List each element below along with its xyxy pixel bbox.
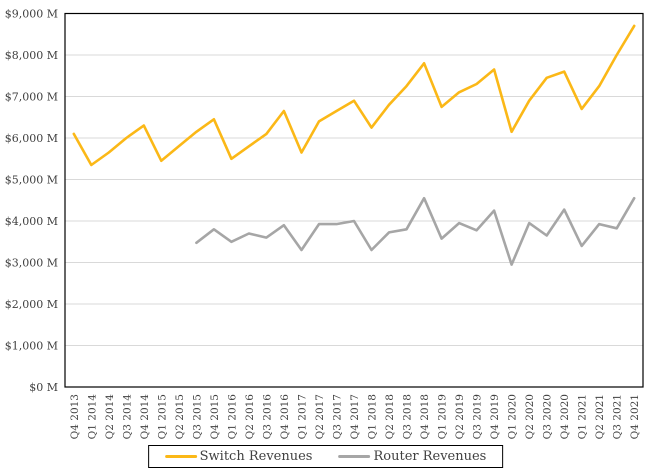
- x-tick-label: Q1 2021: [577, 394, 589, 439]
- x-tick-label: Q2 2021: [594, 394, 606, 439]
- y-tick-label: $7,000 M: [5, 91, 58, 104]
- x-tick-label: Q4 2014: [139, 394, 151, 440]
- x-tick-label: Q4 2020: [559, 394, 571, 439]
- x-tick-label: Q1 2014: [86, 394, 98, 440]
- y-tick-label: $4,000 M: [5, 215, 58, 228]
- y-tick-label: $1,000 M: [5, 340, 58, 353]
- x-tick-label: Q4 2015: [209, 394, 221, 439]
- x-tick-label: Q1 2016: [226, 394, 238, 440]
- y-tick-label: $9,000 M: [5, 8, 58, 21]
- legend-item-router-revenues: Router Revenues: [338, 449, 486, 464]
- router-line-swatch: [338, 455, 371, 458]
- x-tick-label: Q3 2020: [542, 394, 554, 439]
- router-revenues-line: [195, 196, 636, 266]
- x-tick-label: Q4 2017: [349, 394, 361, 439]
- plot-border: [64, 12, 644, 388]
- x-tick-label: Q3 2016: [261, 394, 273, 440]
- legend-item-switch-revenues: Switch Revenues: [164, 449, 313, 464]
- x-tick-label: Q4 2019: [489, 394, 501, 439]
- x-tick-label: Q2 2019: [454, 394, 466, 439]
- x-tick-label: Q4 2013: [69, 394, 81, 439]
- x-tick-label: Q1 2017: [296, 394, 308, 439]
- x-tick-label: Q2 2014: [104, 394, 116, 440]
- x-tick-label: Q2 2015: [174, 394, 186, 439]
- y-tick-label: $8,000 M: [5, 49, 58, 62]
- x-tick-label: Q3 2017: [331, 394, 343, 439]
- x-tick-label: Q2 2016: [244, 394, 256, 440]
- x-tick-label: Q2 2020: [524, 394, 536, 439]
- legend-label-switch-revenues: Switch Revenues: [199, 449, 313, 464]
- x-tick-label: Q3 2018: [402, 394, 414, 439]
- x-tick-label: Q2 2017: [314, 394, 326, 439]
- chart-legend: Switch Revenues Router Revenues: [147, 445, 504, 468]
- legend-label-router-revenues: Router Revenues: [373, 449, 487, 464]
- y-tick-label: $6,000 M: [5, 132, 58, 145]
- x-tick-label: Q3 2019: [472, 394, 484, 439]
- x-tick-label: Q4 2021: [629, 394, 641, 439]
- x-tick-label: Q3 2015: [191, 394, 203, 439]
- y-tick-label: $5,000 M: [5, 174, 58, 187]
- x-tick-label: Q4 2016: [279, 394, 291, 440]
- x-tick-label: Q2 2018: [384, 394, 396, 439]
- x-tick-label: Q4 2018: [419, 394, 431, 439]
- y-tick-label: $3,000 M: [5, 257, 58, 270]
- x-tick-label: Q1 2019: [437, 394, 449, 439]
- x-tick-label: Q3 2021: [612, 394, 624, 439]
- y-tick-label: $0 M: [29, 381, 58, 394]
- x-tick-label: Q1 2020: [507, 394, 519, 439]
- switch-line-swatch: [164, 455, 197, 458]
- x-tick-label: Q3 2014: [121, 394, 133, 440]
- y-tick-label: $2,000 M: [5, 298, 58, 311]
- switch-revenues-line: [72, 24, 636, 167]
- x-tick-label: Q1 2018: [367, 394, 379, 439]
- x-tick-label: Q1 2015: [156, 394, 168, 439]
